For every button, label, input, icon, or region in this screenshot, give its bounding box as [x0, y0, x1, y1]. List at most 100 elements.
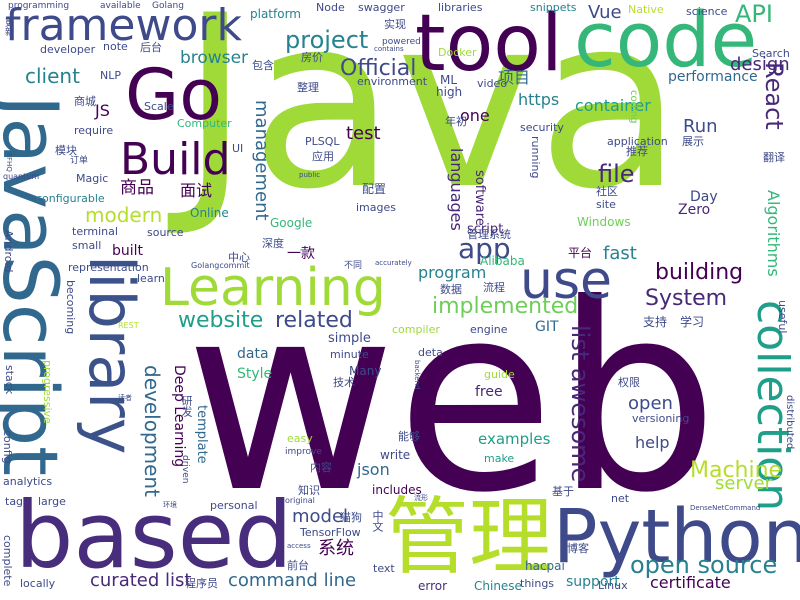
- cloud-word: data: [237, 346, 269, 362]
- cloud-word: library: [75, 255, 148, 455]
- cloud-word: learn: [137, 272, 165, 285]
- cloud-word: GIT: [535, 319, 559, 335]
- cloud-word: DenseNetCommand: [690, 504, 761, 512]
- cloud-word: 包含: [252, 59, 274, 72]
- cloud-word: Search: [752, 47, 790, 60]
- cloud-word: 一款: [287, 246, 315, 262]
- cloud-word: REST: [118, 321, 139, 330]
- cloud-word: distributed: [784, 395, 795, 450]
- cloud-word: tool: [415, 0, 563, 89]
- cloud-word: progressive: [41, 360, 54, 424]
- cloud-word: building: [655, 260, 744, 285]
- cloud-word: deta: [418, 346, 443, 359]
- cloud-word: 后台: [140, 41, 162, 54]
- cloud-word: TensorFlow: [300, 526, 361, 539]
- cloud-word: Golang: [152, 1, 184, 11]
- cloud-word: support: [566, 574, 620, 590]
- cloud-word: 更新: [3, 18, 13, 36]
- cloud-word: NLP: [100, 69, 121, 82]
- cloud-word: small: [72, 239, 102, 252]
- cloud-word: React: [760, 62, 788, 130]
- cloud-word: 模块: [55, 144, 77, 157]
- cloud-word: 不同: [344, 261, 363, 271]
- cloud-word: list awesome: [566, 325, 594, 483]
- cloud-word: fast: [603, 243, 637, 264]
- cloud-word: 平台: [568, 246, 593, 260]
- cloud-word: guide: [484, 368, 515, 381]
- cloud-word: client: [25, 64, 80, 88]
- cloud-word: 翻译: [763, 151, 785, 164]
- cloud-word: original: [285, 496, 315, 505]
- cloud-word: easy: [287, 432, 313, 445]
- cloud-word: development: [140, 365, 164, 497]
- cloud-word: 订单: [70, 156, 89, 166]
- cloud-word: note: [103, 40, 128, 53]
- cloud-word: built: [112, 243, 144, 259]
- cloud-word: 系统: [318, 538, 354, 559]
- cloud-word: programming: [8, 1, 70, 11]
- cloud-word: 深度: [262, 237, 284, 250]
- cloud-word: Docker: [438, 46, 477, 59]
- cloud-word: 年初: [445, 115, 467, 128]
- cloud-word: quantum: [3, 172, 40, 181]
- cloud-word: 内容: [310, 461, 332, 474]
- cloud-word: engine: [470, 323, 508, 336]
- cloud-word: one: [460, 106, 490, 125]
- cloud-word: 房价: [301, 51, 323, 64]
- cloud-word: environment: [357, 75, 428, 88]
- cloud-word: terminal: [72, 225, 118, 238]
- cloud-word: API: [735, 0, 773, 28]
- cloud-word: useful: [776, 300, 789, 334]
- cloud-word: PLSQL: [305, 135, 340, 148]
- cloud-word: 项目: [498, 68, 531, 87]
- cloud-word: 一: [300, 244, 311, 257]
- cloud-word: Day: [690, 189, 718, 205]
- cloud-word: use: [520, 251, 613, 311]
- cloud-word: Alibaba: [480, 254, 525, 268]
- cloud-word: examples: [478, 430, 551, 448]
- cloud-word: Java: [180, 0, 683, 242]
- cloud-word: languages: [447, 148, 466, 231]
- cloud-word: 能够: [398, 430, 420, 443]
- cloud-word: 社区: [596, 185, 618, 198]
- cloud-word: things: [520, 577, 555, 590]
- cloud-word: 展示: [682, 135, 704, 148]
- cloud-word: program: [418, 263, 487, 282]
- cloud-word: 技术: [333, 376, 355, 389]
- cloud-word: access: [287, 542, 311, 550]
- cloud-word: certificate: [650, 573, 731, 592]
- cloud-word: swagger: [358, 1, 405, 14]
- cloud-word: software: [472, 170, 487, 226]
- cloud-word: Android: [2, 230, 15, 273]
- cloud-word: script: [467, 222, 504, 237]
- cloud-word: framework: [5, 0, 242, 51]
- cloud-word: improve: [285, 447, 322, 457]
- cloud-word: help: [635, 433, 670, 452]
- cloud-word: config: [1, 430, 14, 464]
- cloud-word: error: [418, 579, 448, 593]
- cloud-word: UI: [232, 142, 244, 155]
- cloud-word: libraries: [438, 1, 483, 14]
- cloud-word: developer: [40, 43, 96, 56]
- cloud-word: complete: [1, 535, 14, 587]
- cloud-word: available: [100, 1, 141, 11]
- cloud-word: application: [607, 135, 668, 148]
- cloud-word: 学习: [680, 315, 705, 329]
- cloud-word: Machine: [690, 458, 783, 483]
- cloud-word: test: [346, 123, 381, 144]
- cloud-word: System: [645, 286, 728, 311]
- cloud-word: Algorithms: [764, 190, 783, 277]
- cloud-word: compiler: [392, 323, 440, 336]
- cloud-word: 流形: [414, 494, 428, 502]
- cloud-word: net: [611, 492, 630, 505]
- cloud-word: Many: [349, 364, 382, 378]
- cloud-word: ML: [440, 73, 458, 87]
- cloud-word: personal: [210, 499, 258, 512]
- cloud-word: Node: [316, 1, 345, 14]
- cloud-word: 权限: [618, 376, 640, 389]
- cloud-word: simple: [328, 331, 371, 346]
- cloud-word: source: [147, 226, 184, 239]
- cloud-word: JavaScript: [0, 95, 75, 476]
- cloud-word: file: [598, 160, 635, 188]
